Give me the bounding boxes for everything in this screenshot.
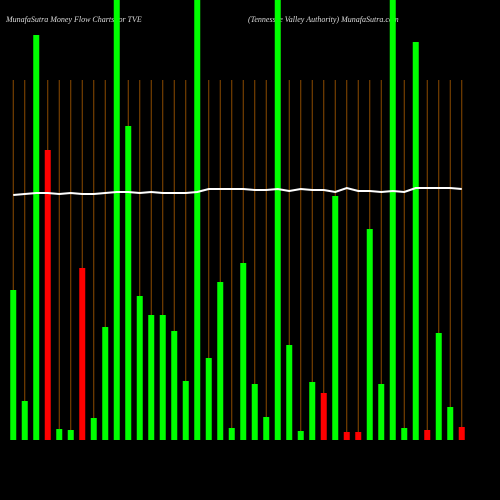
bar xyxy=(205,358,212,440)
bar xyxy=(412,42,419,440)
bar xyxy=(102,327,109,440)
bar xyxy=(389,0,396,440)
bar xyxy=(263,417,270,440)
bar xyxy=(217,282,224,440)
bar xyxy=(366,229,373,440)
bar xyxy=(159,315,166,440)
bar xyxy=(44,150,51,440)
bar xyxy=(447,407,454,440)
chart-title: MunafaSutra Money Flow Charts for TVE xyxy=(5,15,142,24)
bar xyxy=(182,381,189,440)
bar xyxy=(33,35,40,440)
bar xyxy=(148,315,155,440)
bar xyxy=(79,268,86,440)
bar xyxy=(378,384,385,440)
bar xyxy=(194,0,201,440)
bar xyxy=(355,432,362,440)
bar xyxy=(297,431,304,440)
bar xyxy=(309,382,316,440)
bar xyxy=(435,333,442,440)
bar xyxy=(424,430,431,440)
bar xyxy=(458,427,465,440)
bar xyxy=(136,296,143,440)
bar xyxy=(332,196,339,440)
bar xyxy=(286,345,293,440)
bar xyxy=(67,430,74,440)
bar xyxy=(240,263,247,440)
bar xyxy=(113,0,120,440)
bar xyxy=(56,429,63,440)
bar xyxy=(90,418,97,440)
bar xyxy=(10,290,17,440)
bar xyxy=(251,384,258,440)
bar xyxy=(228,428,235,440)
bar xyxy=(320,393,327,440)
bar xyxy=(171,331,178,440)
bar xyxy=(125,126,132,440)
line xyxy=(13,186,462,196)
bar xyxy=(21,401,28,440)
bar xyxy=(274,0,281,440)
bar xyxy=(401,428,408,440)
chart-subtitle: (Tennessee Valley Authority) MunafaSutra… xyxy=(248,15,399,24)
bar xyxy=(343,432,350,440)
